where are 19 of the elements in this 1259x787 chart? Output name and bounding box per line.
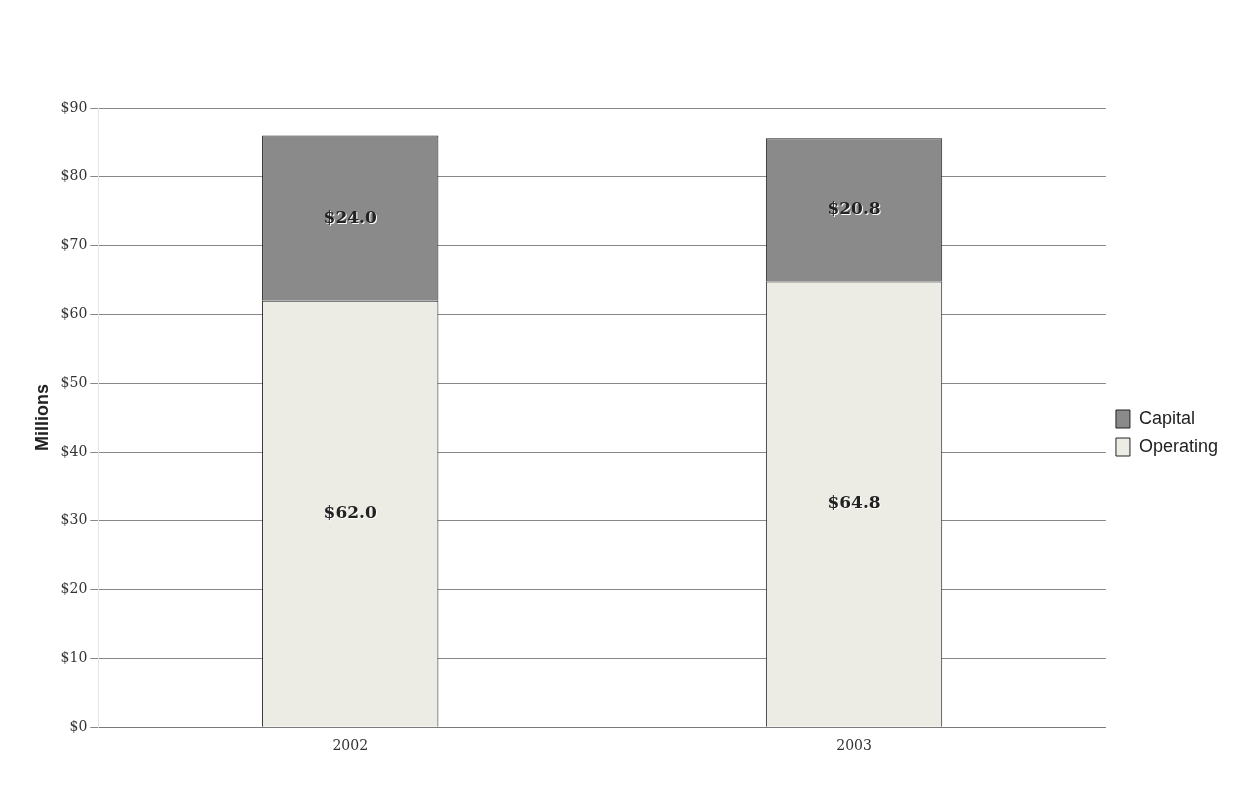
- x-tick-label: 2002: [332, 737, 369, 754]
- data-label: $64.8: [827, 492, 881, 513]
- y-tick-label: $60: [60, 305, 88, 322]
- y-tick-label: $10: [60, 649, 88, 666]
- y-tick-label: $40: [60, 442, 88, 459]
- y-tick-label: $90: [60, 98, 88, 115]
- y-tick-label: $80: [60, 167, 88, 184]
- y-tick-label: $20: [60, 580, 88, 597]
- y-tick-label: $30: [60, 511, 88, 528]
- y-tick-label: $0: [69, 717, 88, 734]
- data-label: $62.0: [323, 502, 378, 523]
- data-label: $24.0: [323, 206, 378, 227]
- legend-label: Capital: [1138, 407, 1195, 428]
- data-label: $20.8: [827, 198, 881, 219]
- x-tick-label: 2003: [836, 737, 872, 754]
- y-tick-label: $70: [60, 236, 88, 253]
- y-tick-label: $50: [60, 373, 88, 390]
- legend-label: Operating: [1138, 435, 1219, 456]
- y-axis-title: Millions: [31, 384, 52, 452]
